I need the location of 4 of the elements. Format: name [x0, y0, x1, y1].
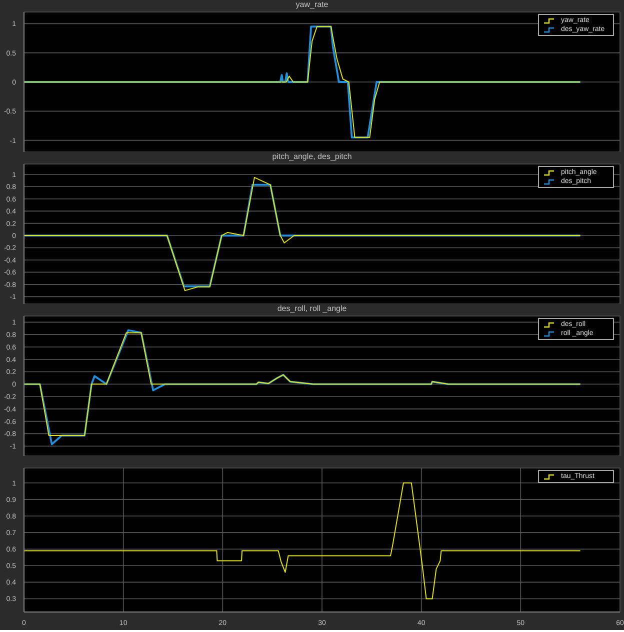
- line-series: [24, 482, 581, 600]
- chart-title: pitch_angle, des_pitch: [271, 152, 353, 162]
- chart-title: yaw_rate: [294, 0, 330, 10]
- chart-title: des_roll, roll _angle: [276, 304, 348, 314]
